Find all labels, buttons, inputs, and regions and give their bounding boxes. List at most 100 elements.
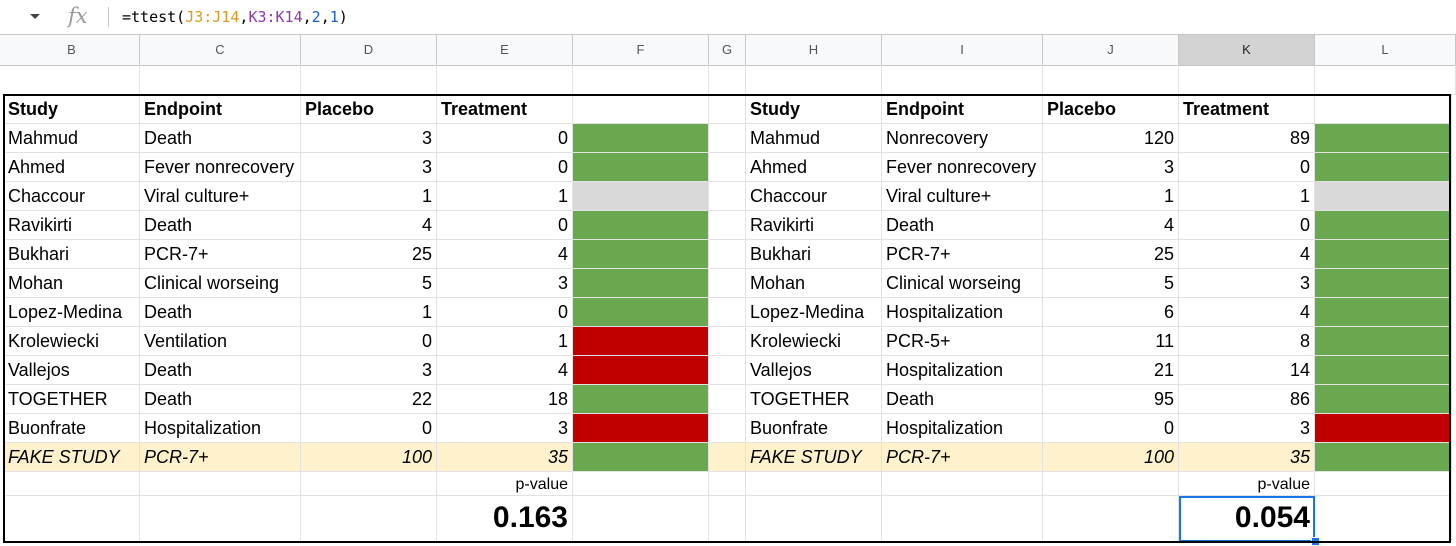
study-cell[interactable]: Lopez-Medina xyxy=(746,298,882,327)
empty-cell[interactable] xyxy=(746,65,882,95)
treatment-cell[interactable]: 89 xyxy=(1179,124,1315,153)
empty-cell[interactable] xyxy=(709,240,746,269)
empty-cell[interactable] xyxy=(1315,65,1456,95)
study-cell[interactable]: Chaccour xyxy=(4,182,140,211)
study-cell[interactable]: Mahmud xyxy=(746,124,882,153)
placebo-cell[interactable]: 0 xyxy=(1043,414,1179,443)
column-header-f[interactable]: F xyxy=(573,35,709,65)
placebo-header[interactable]: Placebo xyxy=(301,95,437,124)
placebo-cell[interactable]: 0 xyxy=(301,414,437,443)
endpoint-cell[interactable]: PCR-7+ xyxy=(140,240,301,269)
study-cell[interactable]: FAKE STUDY xyxy=(4,443,140,472)
empty-cell[interactable] xyxy=(573,496,709,542)
placebo-cell[interactable]: 6 xyxy=(1043,298,1179,327)
empty-cell[interactable] xyxy=(1043,65,1179,95)
result-color-cell[interactable] xyxy=(1315,211,1452,240)
endpoint-cell[interactable]: PCR-5+ xyxy=(882,327,1043,356)
endpoint-cell[interactable]: Nonrecovery xyxy=(882,124,1043,153)
treatment-cell[interactable]: 3 xyxy=(1179,414,1315,443)
treatment-cell[interactable]: 3 xyxy=(1179,269,1315,298)
result-header-cell[interactable] xyxy=(573,95,709,124)
endpoint-cell[interactable]: PCR-7+ xyxy=(882,240,1043,269)
treatment-cell[interactable]: 0 xyxy=(437,211,573,240)
empty-cell[interactable] xyxy=(1043,472,1179,496)
study-header[interactable]: Study xyxy=(4,95,140,124)
treatment-cell[interactable]: 35 xyxy=(437,443,573,472)
endpoint-cell[interactable]: Fever nonrecovery xyxy=(882,153,1043,182)
placebo-cell[interactable]: 3 xyxy=(301,356,437,385)
endpoint-cell[interactable]: Hospitalization xyxy=(882,356,1043,385)
empty-cell[interactable] xyxy=(709,269,746,298)
study-cell[interactable]: Ravikirti xyxy=(4,211,140,240)
study-cell[interactable]: Vallejos xyxy=(746,356,882,385)
empty-cell[interactable] xyxy=(573,472,709,496)
empty-cell[interactable] xyxy=(882,472,1043,496)
placebo-cell[interactable]: 4 xyxy=(1043,211,1179,240)
endpoint-cell[interactable]: Hospitalization xyxy=(140,414,301,443)
placebo-cell[interactable]: 4 xyxy=(301,211,437,240)
empty-cell[interactable] xyxy=(709,182,746,211)
endpoint-cell[interactable]: Clinical worseing xyxy=(140,269,301,298)
empty-cell[interactable] xyxy=(709,356,746,385)
empty-cell[interactable] xyxy=(882,496,1043,542)
placebo-cell[interactable]: 25 xyxy=(1043,240,1179,269)
study-cell[interactable]: Krolewiecki xyxy=(746,327,882,356)
treatment-cell[interactable]: 4 xyxy=(437,240,573,269)
empty-cell[interactable] xyxy=(709,65,746,95)
placebo-header[interactable]: Placebo xyxy=(1043,95,1179,124)
result-header-cell[interactable] xyxy=(1315,95,1452,124)
treatment-cell[interactable]: 3 xyxy=(437,414,573,443)
endpoint-header[interactable]: Endpoint xyxy=(882,95,1043,124)
empty-cell[interactable] xyxy=(709,414,746,443)
endpoint-cell[interactable]: Death xyxy=(140,124,301,153)
placebo-cell[interactable]: 1 xyxy=(1043,182,1179,211)
result-color-cell[interactable] xyxy=(1315,240,1452,269)
result-color-cell[interactable] xyxy=(573,240,709,269)
treatment-cell[interactable]: 1 xyxy=(1179,182,1315,211)
study-cell[interactable]: Buonfrate xyxy=(4,414,140,443)
result-color-cell[interactable] xyxy=(1315,385,1452,414)
result-color-cell[interactable] xyxy=(573,443,709,472)
treatment-header[interactable]: Treatment xyxy=(1179,95,1315,124)
empty-cell[interactable] xyxy=(709,327,746,356)
placebo-cell[interactable]: 120 xyxy=(1043,124,1179,153)
column-header-e[interactable]: E xyxy=(437,35,573,65)
study-cell[interactable]: Ravikirti xyxy=(746,211,882,240)
result-color-cell[interactable] xyxy=(1315,356,1452,385)
treatment-cell[interactable]: 4 xyxy=(437,356,573,385)
empty-cell[interactable] xyxy=(4,472,140,496)
result-color-cell[interactable] xyxy=(573,298,709,327)
pvalue-label[interactable]: p-value xyxy=(437,472,573,496)
treatment-cell[interactable]: 3 xyxy=(437,269,573,298)
result-color-cell[interactable] xyxy=(573,153,709,182)
column-header-c[interactable]: C xyxy=(140,35,301,65)
result-color-cell[interactable] xyxy=(573,385,709,414)
name-box-dropdown-icon[interactable] xyxy=(30,14,40,19)
empty-cell[interactable] xyxy=(301,496,437,542)
treatment-cell[interactable]: 1 xyxy=(437,327,573,356)
study-cell[interactable]: FAKE STUDY xyxy=(746,443,882,472)
endpoint-cell[interactable]: Fever nonrecovery xyxy=(140,153,301,182)
empty-cell[interactable] xyxy=(301,472,437,496)
placebo-cell[interactable]: 5 xyxy=(301,269,437,298)
treatment-cell[interactable]: 0 xyxy=(437,153,573,182)
column-header-b[interactable]: B xyxy=(4,35,140,65)
empty-cell[interactable] xyxy=(709,496,746,542)
pvalue-label[interactable]: p-value xyxy=(1179,472,1315,496)
empty-cell[interactable] xyxy=(301,65,437,95)
result-color-cell[interactable] xyxy=(573,414,709,443)
result-color-cell[interactable] xyxy=(573,211,709,240)
study-cell[interactable]: Ahmed xyxy=(746,153,882,182)
endpoint-cell[interactable]: PCR-7+ xyxy=(140,443,301,472)
empty-cell[interactable] xyxy=(709,153,746,182)
empty-cell[interactable] xyxy=(709,211,746,240)
placebo-cell[interactable]: 100 xyxy=(301,443,437,472)
empty-cell[interactable] xyxy=(1315,496,1452,542)
study-cell[interactable]: Vallejos xyxy=(4,356,140,385)
empty-cell[interactable] xyxy=(746,496,882,542)
empty-cell[interactable] xyxy=(709,124,746,153)
treatment-cell[interactable]: 0 xyxy=(437,124,573,153)
endpoint-cell[interactable]: Death xyxy=(882,385,1043,414)
study-cell[interactable]: Ahmed xyxy=(4,153,140,182)
result-color-cell[interactable] xyxy=(1315,124,1452,153)
